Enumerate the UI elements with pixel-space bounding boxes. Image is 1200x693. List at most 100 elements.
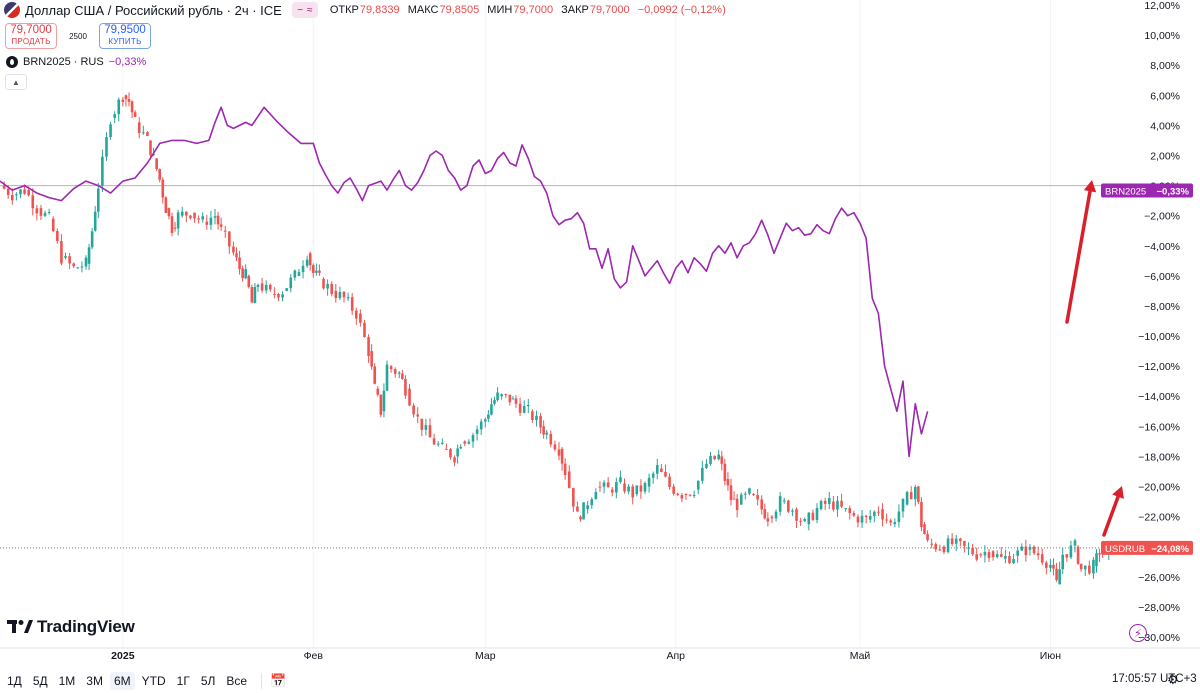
price-scale-label: −16,00%: [1138, 421, 1180, 433]
candle-body: [281, 294, 284, 298]
candle-body: [176, 212, 180, 229]
candle-body: [950, 538, 954, 545]
candle-body: [453, 457, 456, 463]
candle-body: [493, 400, 496, 404]
candle-body: [459, 446, 463, 449]
chevron-up-icon[interactable]: ▲: [5, 74, 27, 90]
candle-body: [326, 283, 329, 289]
usdrub-price-badge: USDRUB −24,08%: [1101, 540, 1193, 555]
candle-body: [723, 463, 727, 481]
candle-body: [1058, 569, 1061, 585]
brn2025-up-arrow-shaft: [1065, 186, 1093, 324]
candle-body: [146, 132, 149, 136]
candle-body: [285, 288, 288, 291]
candle-body: [241, 268, 244, 279]
candle-body: [692, 495, 696, 497]
candle-body: [428, 425, 432, 438]
candle-body: [975, 554, 979, 560]
candle-body: [1049, 565, 1052, 568]
timeframe-ytd[interactable]: YTD: [141, 674, 166, 688]
candle-body: [623, 483, 626, 492]
candle-body: [905, 492, 909, 505]
tradingview-logo[interactable]: TradingView: [7, 617, 135, 637]
candle-body: [885, 519, 888, 521]
brn2025-line: [0, 106, 929, 458]
candle-body: [180, 211, 184, 216]
timeframe-all[interactable]: Все: [226, 674, 248, 688]
candle-body: [893, 522, 897, 525]
price-scale-label: 2,00%: [1150, 150, 1180, 162]
price-scale-label: −14,00%: [1138, 391, 1180, 403]
candle-body: [647, 477, 651, 487]
candle-body: [1012, 559, 1015, 564]
candle-body: [244, 269, 248, 279]
candle-body: [87, 247, 91, 264]
time-axis-label: 2025: [111, 650, 135, 662]
symbol-title[interactable]: Доллар США / Российский рубль · 2ч · ICE: [25, 2, 282, 18]
candle-body: [680, 495, 684, 499]
candle-body: [142, 132, 145, 134]
close-label: ЗАКР: [561, 4, 589, 16]
clock[interactable]: 17:05:57 UTC+3: [1112, 673, 1197, 685]
candle-body: [514, 398, 518, 404]
usdrub-price-badge-name: USDRUB: [1105, 544, 1145, 555]
candle-body: [350, 297, 354, 311]
candle-body: [1098, 553, 1101, 555]
sell-button[interactable]: 79,7000 ПРОДАТЬ: [5, 23, 57, 49]
timeframe-1y[interactable]: 1Г: [176, 674, 190, 688]
time-axis-label: Фев: [304, 650, 324, 662]
symbol-legend: Доллар США / Российский рубль · 2ч · ICE…: [0, 1, 731, 19]
candle-body: [774, 511, 778, 519]
candle-body: [389, 366, 393, 370]
candle-body: [15, 194, 18, 196]
candle-body: [782, 500, 786, 502]
candle-body: [76, 267, 80, 269]
candle-body: [766, 518, 770, 522]
candle-body: [967, 547, 970, 549]
brn2025-up-arrow: [1065, 180, 1097, 324]
candle-body: [382, 390, 386, 412]
candle-body: [545, 432, 549, 435]
timeframe-5d[interactable]: 5Д: [32, 674, 48, 688]
candle-body: [720, 456, 724, 464]
candle-body: [560, 448, 564, 464]
candle-body: [635, 485, 639, 495]
candle-body: [807, 512, 811, 525]
timeframe-6m[interactable]: 6М: [109, 672, 135, 690]
candle-body: [130, 101, 134, 113]
candle-body: [250, 287, 254, 303]
candle-body: [504, 394, 508, 396]
high-label: МАКС: [407, 4, 439, 16]
candle-body: [412, 405, 415, 415]
gear-icon[interactable]: ⚙: [1167, 672, 1179, 687]
buy-button[interactable]: 79,9500 КУПИТЬ: [99, 23, 151, 49]
candle-body: [440, 442, 444, 444]
timeframe-1d[interactable]: 1Д: [7, 674, 22, 688]
candle-body: [173, 227, 177, 229]
candle-body: [432, 438, 436, 445]
candle-body: [735, 498, 739, 511]
timeframe-1m[interactable]: 1М: [58, 674, 76, 688]
lightning-icon[interactable]: ⚡: [1129, 624, 1147, 642]
timeframe-3m[interactable]: 3М: [86, 674, 103, 688]
candle-body: [811, 512, 815, 520]
chart-canvas[interactable]: 12,00%10,00%8,00%6,00%4,00%2,00%0,00%−2,…: [0, 0, 1200, 669]
grid-lines: [122, 0, 1051, 655]
timeframe-5y[interactable]: 5Л: [200, 674, 216, 688]
candle-body: [619, 477, 622, 483]
candle-body: [268, 284, 272, 290]
candle-body: [848, 508, 852, 514]
candle-body: [19, 189, 22, 195]
candle-body: [367, 337, 370, 356]
candle-body: [518, 403, 522, 413]
candle-body: [815, 508, 819, 520]
candle-body: [508, 394, 512, 403]
candle-body: [219, 224, 223, 227]
close-value: 79,7000: [589, 4, 630, 16]
candle-body: [926, 534, 929, 541]
candle-body: [920, 501, 923, 527]
candle-body: [479, 421, 483, 430]
candle-body: [124, 95, 128, 100]
calendar-range-icon[interactable]: 📅: [270, 673, 287, 688]
compare-legend[interactable]: BRN2025 · RUS −0,33%: [0, 54, 146, 70]
